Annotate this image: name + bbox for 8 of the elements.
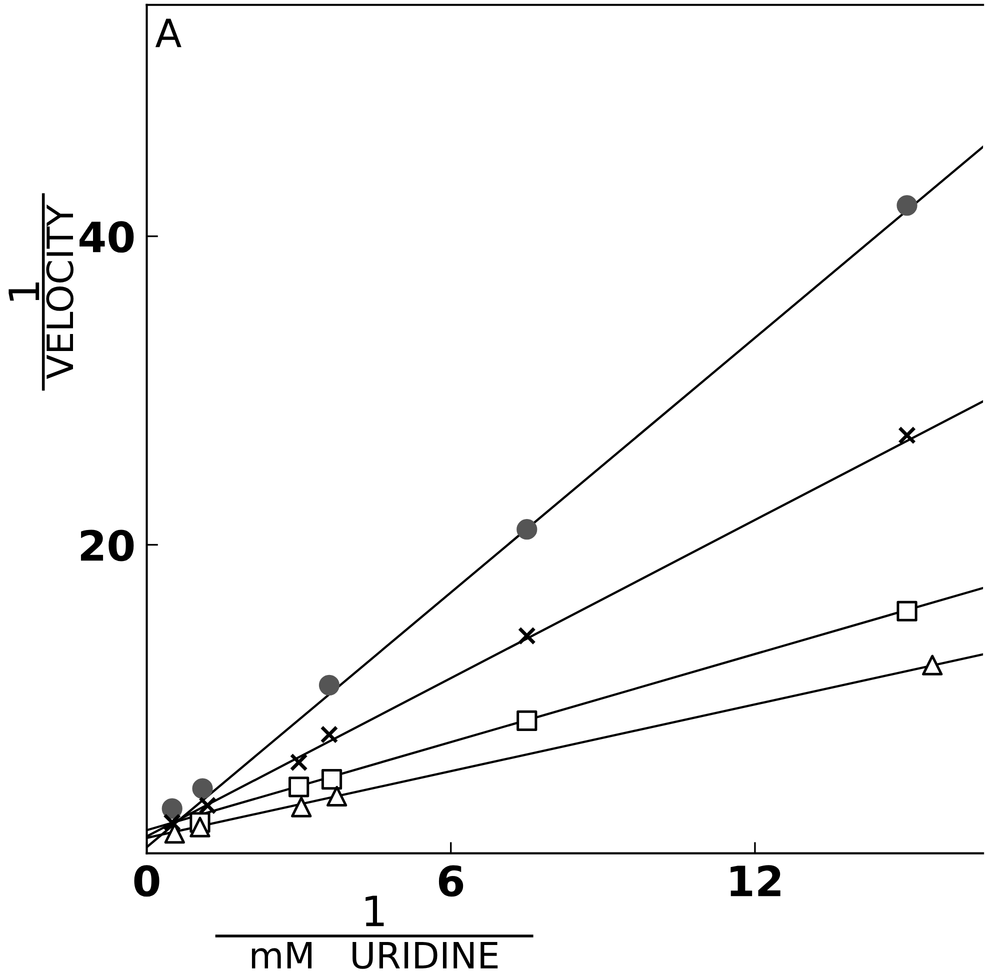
x-tick-label: 0 bbox=[134, 865, 160, 897]
y-tick-label: 20 bbox=[80, 530, 134, 562]
y-tick-label: 40 bbox=[80, 221, 134, 253]
y-axis-title: 1 VELOCITY bbox=[8, 204, 74, 379]
x-axis-title: 1 mM URIDINE bbox=[252, 896, 498, 969]
annotation: A bbox=[155, 18, 182, 48]
x-tick-label: 6 bbox=[438, 865, 464, 897]
x-tick-label: 12 bbox=[730, 865, 780, 896]
